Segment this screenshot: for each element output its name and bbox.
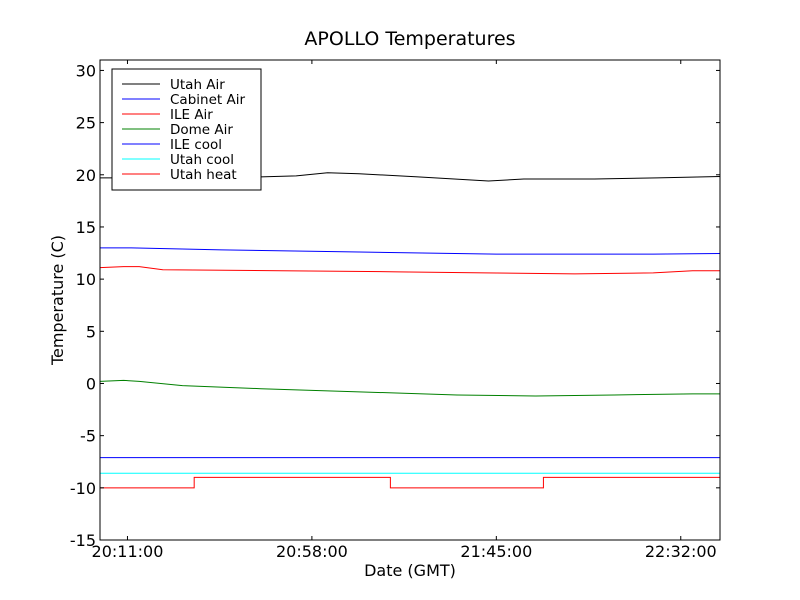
legend-label: Utah heat <box>170 167 237 183</box>
x-tick-label: 20:11:00 <box>92 542 164 561</box>
legend-label: Utah cool <box>170 152 234 168</box>
series-line-utah-heat <box>100 476 720 489</box>
y-tick-label: -15 <box>70 531 96 550</box>
y-axis-label: Temperature (C) <box>48 235 67 366</box>
plot-frame <box>99 59 721 541</box>
y-tick-label: 30 <box>76 61 96 80</box>
y-tick-label: -5 <box>80 427 96 446</box>
y-tick-label: 10 <box>76 270 96 289</box>
x-axis-label: Date (GMT) <box>364 561 456 580</box>
legend-label: Cabinet Air <box>170 92 245 108</box>
x-tick-label: 20:58:00 <box>276 542 348 561</box>
legend-label: ILE Air <box>170 107 213 123</box>
series-line-dome-air <box>100 379 720 397</box>
legend-label: Utah Air <box>170 77 225 93</box>
y-tick-label: 0 <box>86 374 96 393</box>
series-line-ile-air <box>100 266 720 275</box>
x-tick-label: 22:32:00 <box>645 542 717 561</box>
series-line-utah-air <box>100 172 720 182</box>
y-tick-label: 15 <box>76 218 96 237</box>
y-tick-label: 5 <box>86 322 96 341</box>
legend-label: ILE cool <box>170 137 222 153</box>
y-tick-label: 25 <box>76 114 96 133</box>
chart-title: APOLLO Temperatures <box>304 28 515 50</box>
y-tick-label: -10 <box>70 479 96 498</box>
legend-label: Dome Air <box>170 122 233 138</box>
y-tick-label: 20 <box>76 166 96 185</box>
series-layer <box>100 172 720 489</box>
series-line-cabinet-air <box>100 247 720 255</box>
x-tick-label: 21:45:00 <box>460 542 532 561</box>
